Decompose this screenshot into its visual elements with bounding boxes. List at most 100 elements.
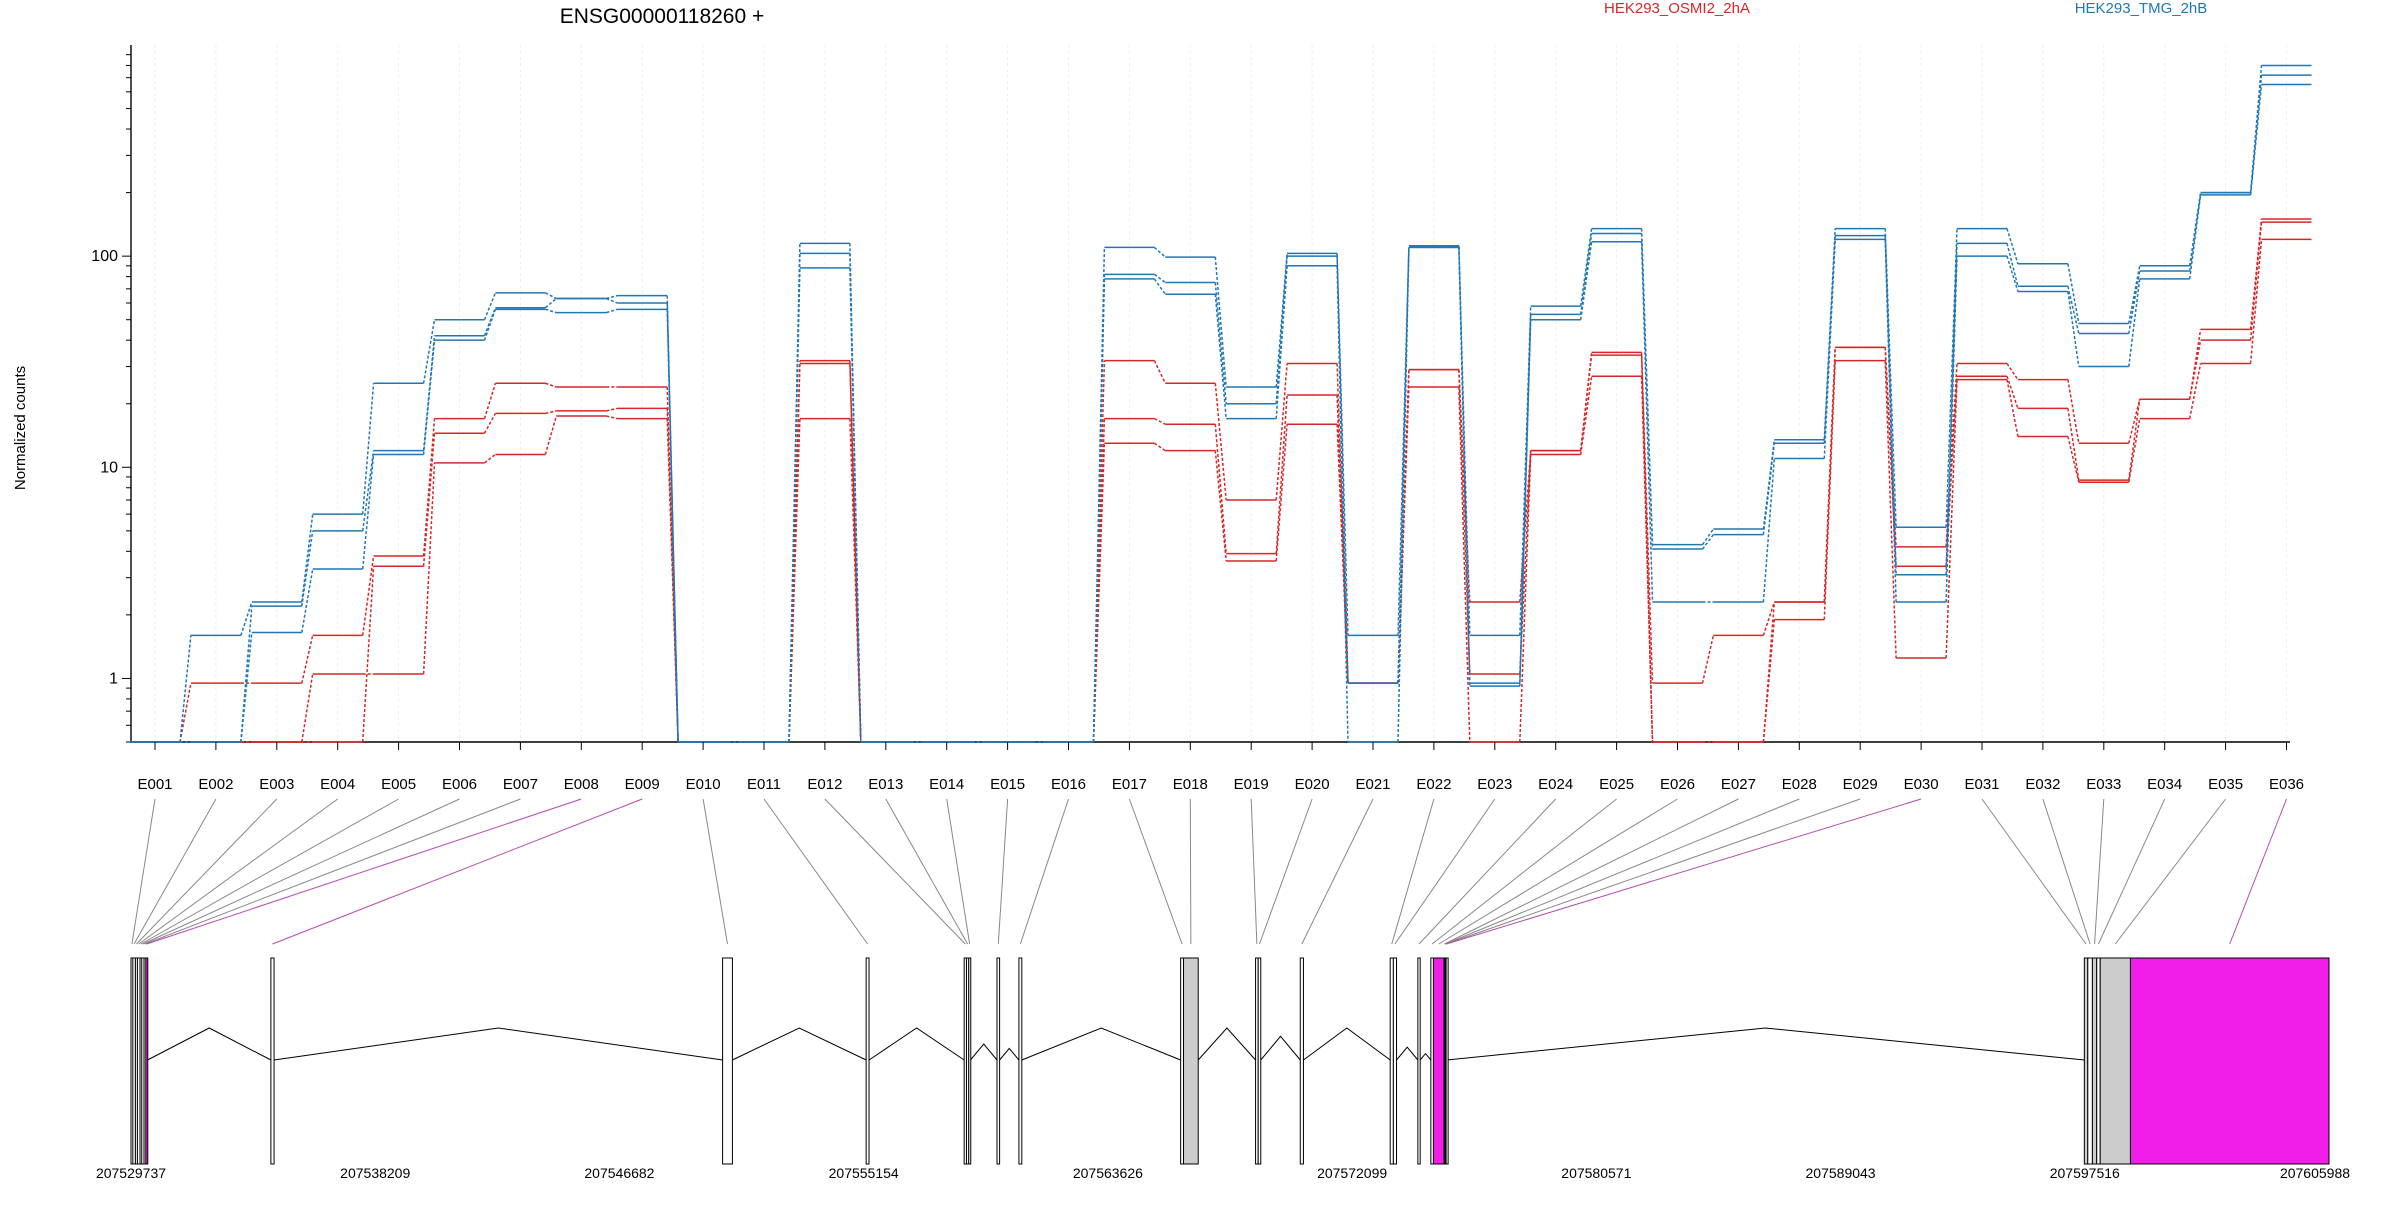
series-6-transition: [1701, 534, 1714, 550]
x-tick-label-e003: E003: [259, 776, 294, 793]
intron-line: [1021, 1027, 1181, 1061]
coordinate-label: 207589043: [1806, 1165, 1876, 1181]
connector-e009: [272, 798, 643, 945]
series-6-transition: [1458, 247, 1471, 684]
intron-line: [1396, 1046, 1419, 1061]
x-tick-label-e019: E019: [1234, 776, 1269, 793]
x-tick-label-e021: E021: [1355, 776, 1390, 793]
series-2-transition: [422, 462, 436, 675]
exon-box-e036: [2129, 957, 2330, 1165]
legend-label-tmg: HEK293_TMG_2hB: [2075, 0, 2208, 17]
series-2-transition: [2249, 239, 2263, 364]
series-5-transition: [301, 568, 314, 633]
series-5-transition: [1336, 265, 1349, 743]
series-2-transition: [1823, 360, 1836, 620]
exon-connector-lines: [131, 798, 2287, 945]
series-4-transition: [301, 514, 314, 603]
series-4: [130, 64, 2312, 743]
connector-e024: [1418, 798, 1557, 945]
intron-line: [970, 1043, 998, 1061]
coordinate-label: 207555154: [829, 1165, 899, 1181]
series-6-transition: [1214, 282, 1227, 404]
series-6-transition: [2067, 286, 2080, 334]
connector-e023: [1394, 798, 1496, 945]
x-tick-label-e009: E009: [625, 776, 660, 793]
connector-e028: [1445, 798, 1800, 945]
exon-box-e030: [1445, 957, 1449, 1165]
gene-title: ENSG00000118260 +: [560, 5, 765, 28]
series-6-transition: [1945, 243, 1958, 575]
series-6-transition: [483, 307, 497, 336]
series-6-transition: [1275, 256, 1288, 404]
series-1-transition: [545, 382, 557, 388]
series-6-transition: [606, 297, 618, 304]
series-3-transition: [1458, 369, 1471, 674]
series-3-transition: [1579, 354, 1593, 451]
x-tick-label-e023: E023: [1477, 776, 1512, 793]
series-6-transition: [301, 530, 314, 607]
coordinate-label: 207546682: [584, 1165, 654, 1181]
x-tick-label-e034: E034: [2147, 776, 2182, 793]
series-4-transition: [1336, 253, 1349, 636]
series-6-transition: [361, 450, 375, 531]
series-2-transition: [788, 418, 801, 743]
connector-e001: [131, 798, 156, 945]
connector-e008: [146, 798, 582, 945]
series-1-transition: [1579, 352, 1593, 451]
exon-box-e031: [2083, 957, 2089, 1165]
series-3-transition: [1640, 355, 1654, 743]
series-3-transition: [545, 410, 557, 415]
series-1-transition: [483, 383, 497, 419]
series-1-transition: [301, 635, 314, 684]
series-1-transition: [1214, 383, 1227, 501]
connector-e015: [997, 798, 1009, 945]
x-tick-label-e008: E008: [564, 776, 599, 793]
series-3-transition: [1214, 424, 1227, 554]
connector-e036: [2229, 798, 2287, 945]
series-6-transition: [2128, 270, 2141, 334]
series-5-transition: [545, 308, 557, 314]
exon-box-e032: [2087, 957, 2093, 1165]
series-lines: [130, 64, 2312, 743]
series-3-transition: [2188, 340, 2202, 400]
series-3-transition: [483, 413, 497, 434]
series-6-transition: [1519, 314, 1532, 684]
series-2-transition: [2128, 418, 2141, 483]
connector-e014: [946, 798, 971, 945]
series-5-transition: [2249, 84, 2263, 195]
exon-box-e033: [2091, 957, 2098, 1165]
x-tick-label-e011: E011: [747, 776, 781, 793]
series-1-transition: [2006, 363, 2019, 381]
exon-box-e035: [2099, 957, 2131, 1165]
connector-e011: [763, 798, 868, 945]
x-tick-label-e036: E036: [2269, 776, 2304, 793]
series-6-transition: [1092, 274, 1106, 743]
exon-box-e024: [1417, 957, 1421, 1165]
series-1-transition: [1153, 360, 1166, 384]
x-tick-label-e002: E002: [198, 776, 233, 793]
series-6-transition: [666, 302, 679, 743]
series-5-transition: [240, 632, 253, 743]
exon-box-e021: [1299, 957, 1304, 1165]
x-tick-label-e035: E035: [2208, 776, 2243, 793]
series-3-transition: [1336, 394, 1349, 684]
series-3-transition: [1823, 347, 1836, 603]
intron-line: [273, 1027, 723, 1061]
series-2-transition: [301, 673, 314, 743]
series-6-transition: [544, 297, 557, 309]
series-6-transition: [1762, 443, 1776, 535]
series-1-transition: [1275, 363, 1288, 501]
connector-e032: [2042, 798, 2091, 945]
series-2-transition: [544, 415, 558, 455]
exon-box-e023: [1392, 957, 1398, 1165]
x-tick-label-e012: E012: [807, 776, 842, 793]
x-tick-label-e022: E022: [1416, 776, 1451, 793]
series-5-transition: [422, 340, 436, 455]
series-1-transition: [2067, 379, 2080, 444]
series-4-transition: [1823, 228, 1836, 440]
legend-label-osmi2: HEK293_OSMI2_2hA: [1604, 0, 1750, 17]
series-3-transition: [2128, 399, 2141, 481]
series-1-transition: [361, 555, 375, 636]
series-5-transition: [1762, 458, 1776, 603]
connector-e021: [1301, 798, 1374, 945]
